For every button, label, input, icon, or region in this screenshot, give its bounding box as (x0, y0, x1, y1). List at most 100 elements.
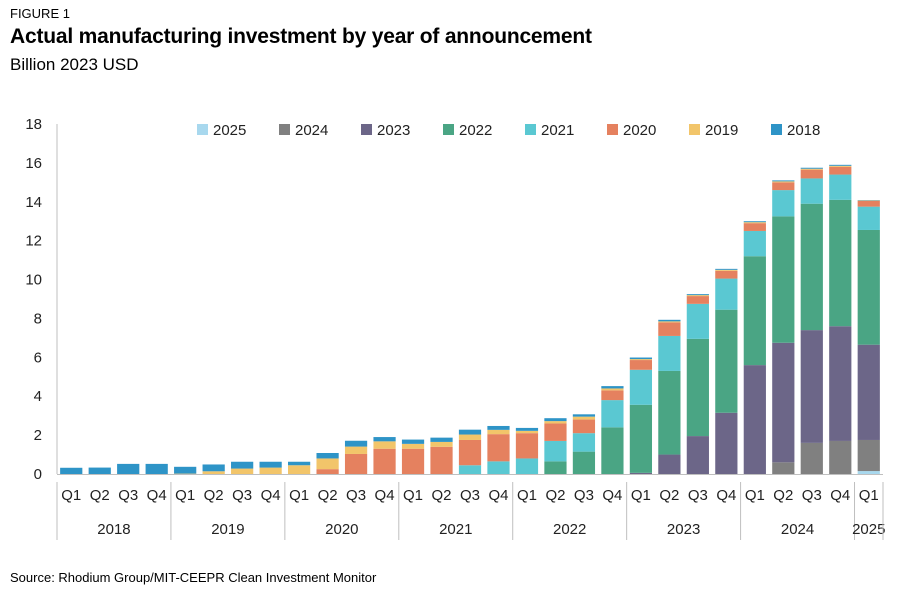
bar-segment-2020 (715, 270, 738, 279)
x-tick-label: Q2 (545, 487, 565, 504)
bar-segment-2018 (60, 467, 83, 474)
bar-segment-2024 (829, 440, 852, 474)
year-group-label: 2020 (325, 521, 358, 538)
bar-segment-2018 (515, 427, 539, 431)
bar-segment-2022 (572, 451, 596, 474)
x-tick-label: Q4 (602, 487, 622, 504)
x-tick-label: Q4 (147, 487, 167, 504)
bar-segment-2022 (658, 370, 681, 455)
bar-segment-2019 (743, 222, 766, 224)
legend-swatch-2024 (279, 124, 290, 135)
x-tick-label: Q3 (574, 487, 594, 504)
bar-segment-2022 (772, 216, 795, 343)
bar-segment-2022 (857, 229, 880, 345)
bar-segment-2021 (686, 303, 709, 339)
x-tick-label: Q2 (432, 487, 452, 504)
bar-segment-2018 (259, 461, 282, 468)
bar-segment-2021 (515, 458, 539, 474)
bar-segment-2018 (800, 167, 823, 169)
bar-segment-2018 (629, 357, 653, 360)
bar-segment-2020 (829, 166, 852, 175)
x-tick-label: Q3 (460, 487, 480, 504)
bar-segment-2018 (487, 425, 510, 430)
bar-segment-2019 (288, 465, 311, 474)
bar-segment-2022 (715, 309, 738, 413)
bar-segment-2020 (487, 434, 510, 462)
legend-swatch-2025 (197, 124, 208, 135)
bar-segment-2018 (344, 440, 368, 447)
x-axis: Q1 Q2 Q3 Q4 Q1 Q2 Q3 Q4 Q1 Q2 Q3 Q4 Q1 Q2 Q3 Q4 Q1 Q2 Q3 Q4… (56, 474, 885, 540)
bar-segment-2023 (686, 436, 709, 474)
legend-label: 2023 (377, 122, 410, 139)
bar-segment-2021 (800, 178, 823, 204)
legend-swatch-2021 (525, 124, 536, 135)
bar-segment-2019 (772, 181, 795, 183)
bar-segment-2021 (857, 206, 880, 230)
bar-segment-2018 (572, 414, 596, 417)
x-tick-label: Q1 (403, 487, 423, 504)
bar-segment-2023 (800, 330, 823, 443)
bar-segment-2019 (515, 430, 539, 434)
figure-label: FIGURE 1 (10, 6, 70, 21)
bar-segment-2024 (772, 462, 795, 474)
bar-segment-2021 (772, 190, 795, 217)
x-tick-label: Q2 (659, 487, 679, 504)
bar-segment-2024 (857, 439, 880, 472)
x-tick-label: Q1 (175, 487, 195, 504)
legend-label: 2020 (623, 122, 656, 139)
bar-segment-2022 (686, 338, 709, 437)
bar-segment-2018 (316, 453, 339, 459)
x-tick-label: Q2 (204, 487, 224, 504)
bar-segment-2019 (629, 359, 653, 361)
x-tick-label: Q1 (289, 487, 309, 504)
bar-segment-2020 (629, 360, 653, 370)
bar-segment-2019 (572, 416, 596, 420)
legend-swatch-2022 (443, 124, 454, 135)
bar-segment-2019 (231, 468, 254, 474)
y-tick-label: 6 (34, 349, 42, 366)
x-tick-label: Q4 (261, 487, 281, 504)
y-tick-label: 18 (25, 116, 42, 133)
y-tick-label: 0 (34, 466, 42, 483)
year-group-label: 2025 (852, 521, 885, 538)
bar-segment-2021 (572, 433, 596, 452)
legend-label: 2022 (459, 122, 492, 139)
year-group-label: 2019 (211, 521, 244, 538)
bar-segment-2022 (601, 427, 624, 474)
x-tick-label: Q2 (773, 487, 793, 504)
bar-segment-2023 (743, 365, 766, 474)
bar-segment-2018 (601, 386, 624, 389)
bar-segment-2018 (430, 437, 453, 442)
bar-segment-2022 (743, 256, 766, 366)
bar-segment-2020 (430, 446, 453, 474)
bar-segment-2023 (857, 344, 880, 440)
bar-segment-2018 (715, 268, 738, 270)
x-tick-label: Q4 (488, 487, 508, 504)
y-tick-label: 14 (25, 194, 42, 211)
bar-segment-2019 (430, 441, 453, 447)
bar-segment-2019 (344, 446, 368, 454)
year-group-label: 2023 (667, 521, 700, 538)
bar-segment-2020 (373, 448, 396, 474)
bar-segment-2021 (544, 440, 567, 462)
chart-title: Actual manufacturing investment by year … (10, 25, 592, 48)
bar-segment-2018 (88, 467, 111, 474)
legend-swatch-2018 (771, 124, 782, 135)
bar-segment-2019 (487, 429, 510, 435)
bar-segment-2020 (515, 433, 539, 459)
legend-label: 2024 (295, 122, 328, 139)
y-tick-label: 12 (25, 233, 42, 250)
bar-segment-2018 (772, 180, 795, 182)
bar-segment-2020 (601, 390, 624, 401)
bar-segment-2018 (686, 294, 709, 296)
bar-segment-2020 (572, 419, 596, 434)
y-tick-label: 10 (25, 272, 42, 289)
bar-segment-2020 (686, 296, 709, 304)
bar-segment-2018 (202, 464, 225, 472)
x-tick-label: Q4 (716, 487, 736, 504)
bar-segment-2022 (629, 404, 653, 473)
bar-segment-2019 (202, 471, 225, 474)
legend-label: 2019 (705, 122, 738, 139)
bar-segment-2020 (857, 200, 880, 207)
bar-segment-2019 (458, 434, 482, 440)
